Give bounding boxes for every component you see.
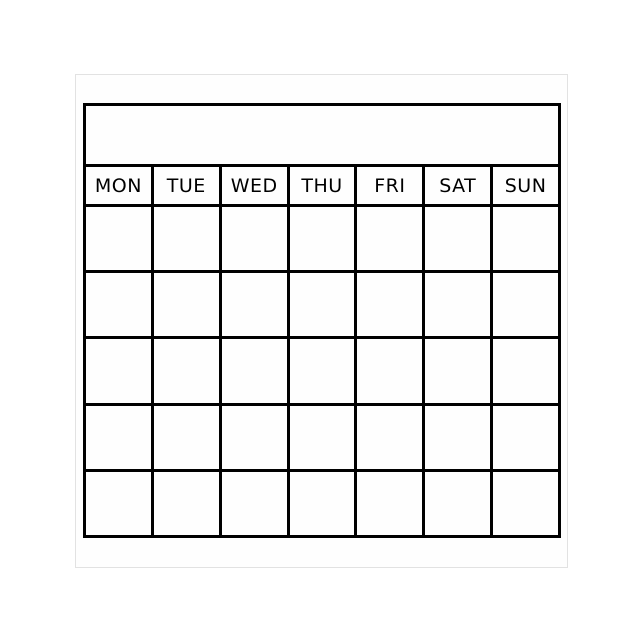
weekday-header-row: MON TUE WED THU FRI SAT SUN — [86, 167, 558, 207]
day-cell — [357, 471, 426, 536]
weekday-tue: TUE — [154, 167, 222, 204]
day-cell — [357, 405, 426, 469]
week-row — [86, 273, 558, 340]
week-row — [86, 339, 558, 406]
day-cell — [357, 273, 426, 337]
day-cell — [425, 405, 494, 469]
weekday-thu: THU — [290, 167, 358, 204]
weekday-wed: WED — [222, 167, 290, 204]
day-cell — [493, 339, 558, 402]
day-cell — [290, 273, 358, 337]
week-rows — [86, 207, 558, 536]
day-cell — [290, 207, 358, 271]
week-row — [86, 471, 558, 536]
day-cell — [290, 471, 358, 536]
weekday-sat: SAT — [425, 167, 494, 204]
day-cell — [493, 207, 558, 270]
weekday-mon: MON — [86, 167, 154, 204]
day-cell — [425, 339, 494, 403]
day-cell — [425, 471, 494, 536]
day-cell — [222, 471, 290, 536]
day-cell — [493, 406, 558, 469]
day-cell — [425, 207, 494, 271]
day-cell — [86, 471, 154, 536]
day-cell — [154, 471, 222, 536]
week-row — [86, 405, 558, 472]
day-cell — [357, 207, 426, 271]
day-cell — [86, 273, 154, 337]
day-cell — [222, 405, 290, 469]
day-cell — [357, 339, 426, 403]
day-cell — [154, 405, 222, 469]
day-cell — [222, 339, 290, 403]
day-cell — [222, 207, 290, 271]
day-cell — [154, 273, 222, 337]
day-cell — [222, 273, 290, 337]
day-cell — [86, 405, 154, 469]
day-cell — [86, 207, 154, 271]
month-title-area — [86, 106, 558, 167]
day-cell — [290, 405, 358, 469]
week-row — [86, 207, 558, 274]
day-cell — [493, 273, 558, 336]
day-cell — [290, 339, 358, 403]
calendar-grid: MON TUE WED THU FRI SAT SUN — [83, 103, 561, 538]
day-cell — [493, 472, 558, 535]
day-cell — [154, 339, 222, 403]
day-cell — [86, 339, 154, 403]
weekday-fri: FRI — [357, 167, 426, 204]
weekday-sun: SUN — [504, 174, 547, 197]
day-cell — [425, 273, 494, 337]
day-cell — [154, 207, 222, 271]
stamp-background — [75, 74, 568, 568]
